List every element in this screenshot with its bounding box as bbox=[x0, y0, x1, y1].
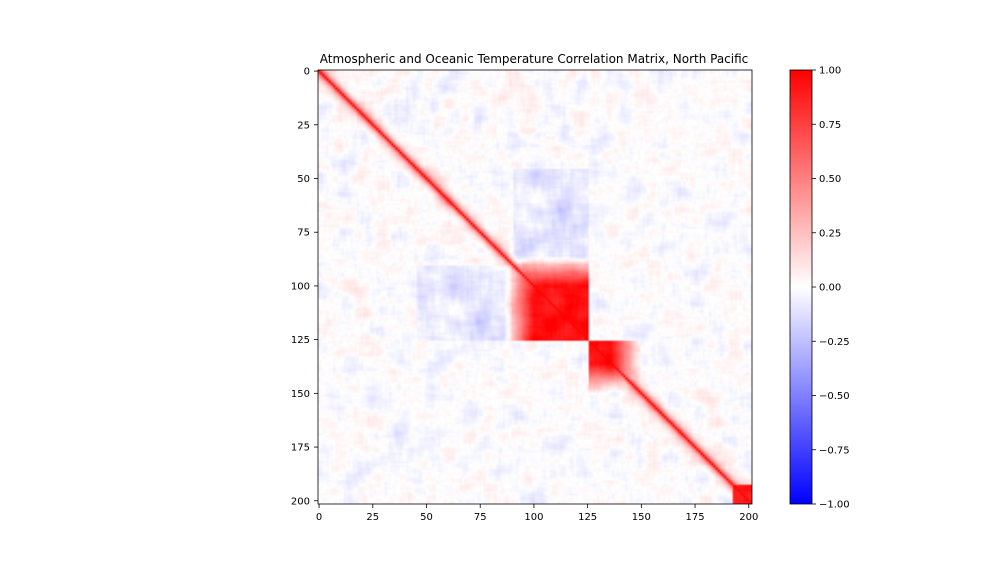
x-tick-label: 150 bbox=[632, 512, 651, 523]
y-tick-label: 0 bbox=[304, 67, 310, 78]
y-tick-label: 50 bbox=[297, 174, 310, 185]
y-tick-label: 125 bbox=[291, 335, 310, 346]
x-tick-label: 50 bbox=[420, 512, 433, 523]
colorbar-tick-label: 0.75 bbox=[819, 120, 841, 131]
y-tick-label: 75 bbox=[297, 228, 310, 239]
x-axis: 0 25 50 75 100 125 150 175 200 bbox=[316, 504, 758, 523]
colorbar-ticks: 1.00 0.75 0.50 0.25 0.00 −0.25 −0.50 −0.75 −1.00 bbox=[812, 66, 850, 511]
colorbar-tick-label: 1.00 bbox=[819, 66, 841, 77]
x-tick-label: 125 bbox=[578, 512, 597, 523]
colorbar-tick-label: 0.50 bbox=[819, 174, 841, 185]
colorbar-tick-label: −0.75 bbox=[819, 445, 850, 456]
colorbar-tick-label: −0.25 bbox=[819, 337, 850, 348]
y-tick-label: 175 bbox=[291, 443, 310, 454]
x-tick-label: 75 bbox=[474, 512, 487, 523]
heatmap-plot bbox=[317, 69, 753, 505]
x-tick-label: 25 bbox=[366, 512, 379, 523]
y-axis: 0 25 50 75 100 125 150 175 200 bbox=[291, 67, 318, 507]
heatmap-image bbox=[318, 70, 752, 504]
x-tick-label: 100 bbox=[524, 512, 543, 523]
x-tick-label: 0 bbox=[316, 512, 322, 523]
colorbar-tick-label: 0.00 bbox=[819, 283, 841, 294]
colorbar-gradient bbox=[789, 69, 813, 505]
colorbar: 1.00 0.75 0.50 0.25 0.00 −0.25 −0.50 −0.75 −1.00 bbox=[789, 66, 850, 511]
chart-title: Atmospheric and Oceanic Temperature Corr… bbox=[320, 52, 749, 66]
colorbar-tick-label: −0.50 bbox=[819, 391, 850, 402]
x-tick-label: 200 bbox=[739, 512, 758, 523]
y-tick-label: 25 bbox=[297, 120, 310, 131]
x-tick-label: 175 bbox=[686, 512, 705, 523]
y-tick-label: 150 bbox=[291, 389, 310, 400]
colorbar-tick-label: −1.00 bbox=[819, 500, 850, 511]
y-tick-label: 200 bbox=[291, 496, 310, 507]
plot-frame bbox=[317, 69, 753, 505]
y-tick-label: 100 bbox=[291, 281, 310, 292]
colorbar-tick-label: 0.25 bbox=[819, 228, 841, 239]
